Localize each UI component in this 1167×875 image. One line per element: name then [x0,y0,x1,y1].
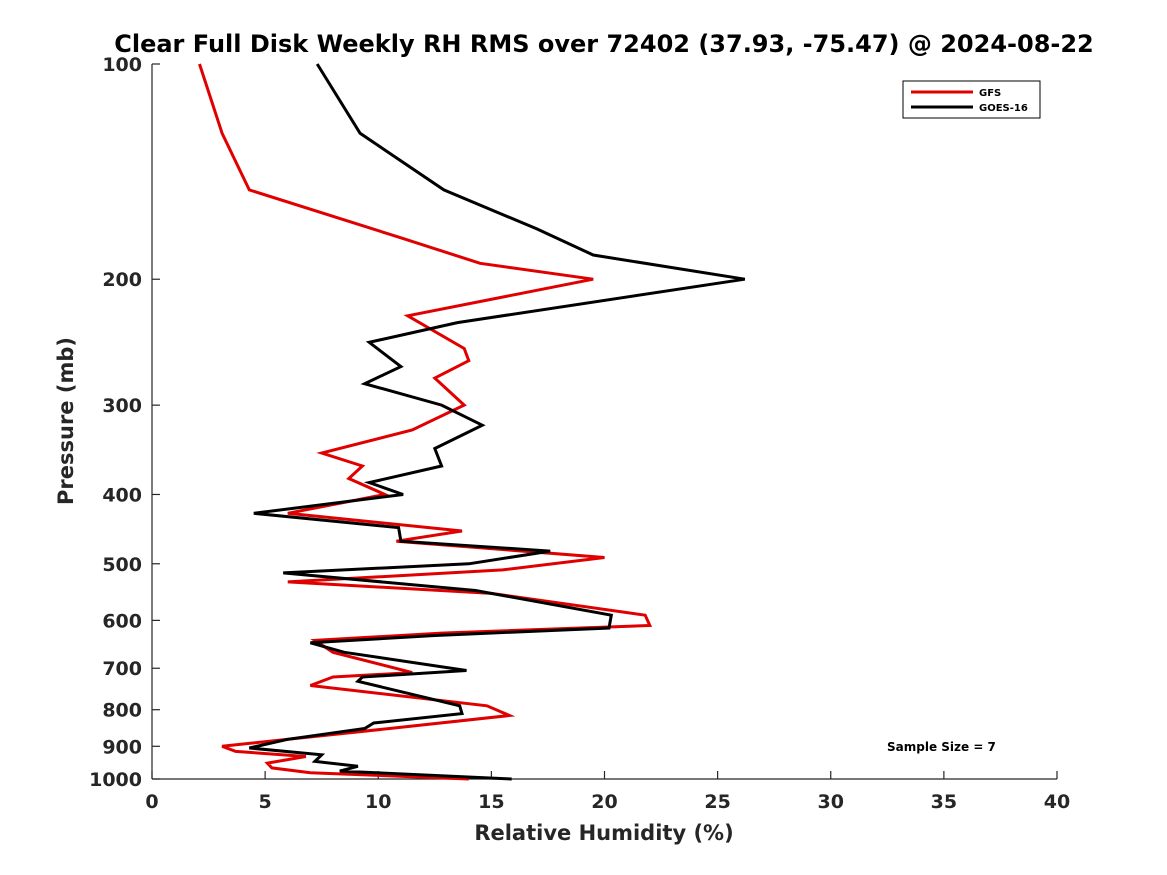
x-axis-label: Relative Humidity (%) [474,821,733,845]
y-tick-label: 800 [102,700,142,722]
x-tick-label: 10 [365,791,391,813]
legend-box [902,80,1041,119]
x-tick-label: 0 [145,791,158,813]
y-tick-label: 400 [102,484,142,506]
y-ticks: 100 200 300 400 500 600 700 800 900 1000 [89,54,160,791]
series-layer [198,63,746,781]
legend-label-goes-16: GOES-16 [979,103,1028,114]
x-tick-label: 20 [591,791,617,813]
x-tick-label: 30 [818,791,844,813]
sample-size-annotation: Sample Size = 7 [887,740,996,754]
y-axis-label: Pressure (mb) [54,337,78,505]
y-tick-label: 500 [102,554,142,576]
legend: GFS GOES-16 [902,80,1041,119]
x-tick-label: 15 [478,791,504,813]
y-tick-label: 100 [102,54,142,76]
chart-title: Clear Full Disk Weekly RH RMS over 72402… [114,30,1094,58]
series-line-goes-16 [248,63,746,781]
x-tick-label: 35 [931,791,957,813]
x-tick-label: 40 [1044,791,1070,813]
y-tick-label: 300 [102,395,142,417]
y-tick-label: 600 [102,610,142,632]
series-line-gfs [198,63,653,781]
y-tick-label: 900 [102,736,142,758]
legend-label-gfs: GFS [979,88,1001,99]
y-tick-label: 700 [102,658,142,680]
plot-area: 0 5 10 15 20 25 30 35 40 100 200 300 400 500 600 700 80… [89,54,1070,813]
x-tick-label: 5 [259,791,272,813]
x-tick-label: 25 [704,791,730,813]
y-tick-label: 200 [102,269,142,291]
y-tick-label: 1000 [89,769,142,791]
x-ticks: 0 5 10 15 20 25 30 35 40 [145,771,1070,813]
